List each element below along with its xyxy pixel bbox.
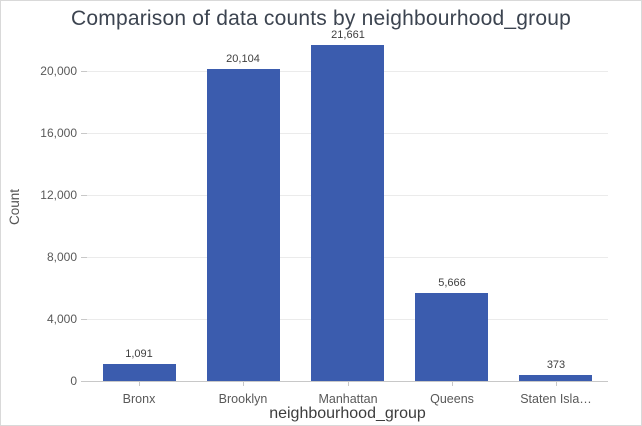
bar-brooklyn[interactable] bbox=[207, 69, 280, 381]
y-tick-label: 16,000 bbox=[40, 126, 77, 140]
y-tick-mark bbox=[81, 133, 87, 134]
y-tick-mark bbox=[81, 319, 87, 320]
bar-value-label: 21,661 bbox=[331, 29, 365, 41]
bar-queens[interactable] bbox=[415, 293, 488, 381]
bar-value-label: 5,666 bbox=[438, 277, 466, 289]
x-tick-label: Queens bbox=[430, 392, 474, 406]
y-tick-label: 8,000 bbox=[46, 250, 77, 264]
bar-value-label: 373 bbox=[546, 359, 566, 371]
bar-manhattan[interactable] bbox=[311, 45, 384, 381]
x-tick-mark bbox=[348, 382, 349, 386]
y-tick-label: 12,000 bbox=[40, 188, 77, 202]
y-tick-mark bbox=[81, 71, 87, 72]
x-tick-mark bbox=[452, 382, 453, 386]
chart-title: Comparison of data counts by neighbourho… bbox=[71, 7, 571, 30]
y-tick-mark bbox=[81, 257, 87, 258]
x-tick-label: Manhattan bbox=[318, 392, 378, 406]
y-tick-label: 0 bbox=[70, 374, 77, 388]
y-tick-mark bbox=[81, 195, 87, 196]
bar-staten-isla[interactable] bbox=[519, 375, 592, 381]
y-tick-mark bbox=[81, 381, 87, 382]
y-tick-label: 20,000 bbox=[40, 64, 77, 78]
x-axis-title: neighbourhood_group bbox=[269, 405, 426, 422]
x-tick-label: Brooklyn bbox=[218, 392, 268, 406]
x-tick-mark bbox=[139, 382, 140, 386]
x-axis-line bbox=[87, 381, 608, 382]
bar-value-label: 20,104 bbox=[226, 53, 260, 65]
bar-bronx[interactable] bbox=[103, 364, 176, 381]
bar-value-label: 1,091 bbox=[125, 348, 153, 360]
x-tick-label: Staten Isla… bbox=[520, 392, 592, 406]
x-tick-mark bbox=[243, 382, 244, 386]
y-tick-label: 4,000 bbox=[46, 312, 77, 326]
x-tick-mark bbox=[556, 382, 557, 386]
x-tick-label: Bronx bbox=[122, 392, 156, 406]
